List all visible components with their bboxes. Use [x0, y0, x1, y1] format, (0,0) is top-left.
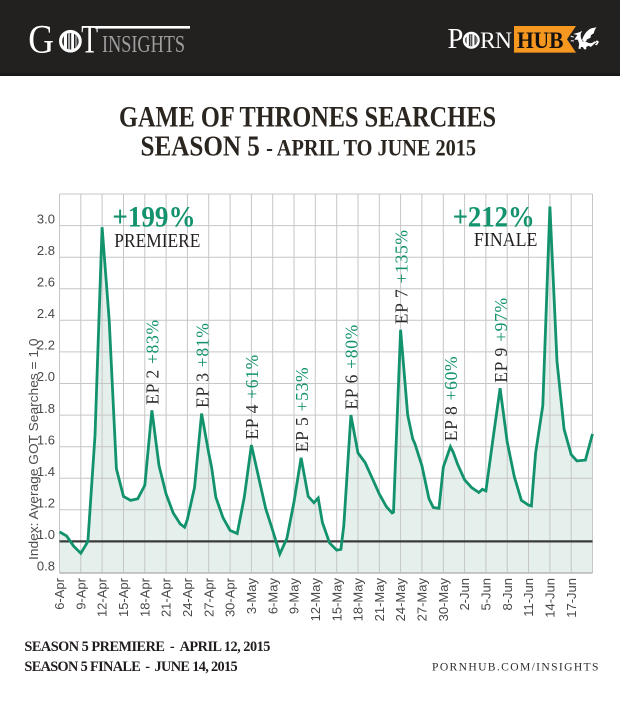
svg-text:15-Apr: 15-Apr [116, 577, 131, 617]
svg-text:5-Jun: 5-Jun [479, 578, 494, 611]
svg-text:PORNHUB.COM/INSIGHTS: PORNHUB.COM/INSIGHTS [432, 661, 600, 674]
svg-text:EP 8 +60%: EP 8 +60% [441, 356, 461, 442]
svg-text:1.0: 1.0 [37, 527, 55, 542]
svg-text:0.8: 0.8 [37, 559, 55, 574]
svg-text:EP 7 +135%: EP 7 +135% [391, 229, 411, 324]
svg-text:2.2: 2.2 [37, 338, 55, 353]
svg-text:P: P [448, 24, 464, 55]
svg-text:27-May: 27-May [415, 578, 430, 622]
svg-text:PREMIERE: PREMIERE [114, 231, 200, 252]
svg-text:EP 9 +97%: EP 9 +97% [491, 297, 511, 383]
svg-text:3.0: 3.0 [37, 211, 55, 226]
svg-text:1.8: 1.8 [37, 401, 55, 416]
svg-text:6-May: 6-May [265, 578, 280, 615]
svg-text:R: R [480, 28, 496, 54]
svg-text:14-Jun: 14-Jun [543, 578, 558, 618]
svg-text:+199%: +199% [112, 202, 195, 234]
svg-text:EP 4 +61%: EP 4 +61% [242, 354, 262, 440]
svg-text:1.6: 1.6 [37, 432, 55, 447]
svg-text:30-May: 30-May [436, 578, 451, 622]
svg-text:2.6: 2.6 [37, 274, 55, 289]
svg-text:EP 3 +81%: EP 3 +81% [192, 322, 212, 408]
svg-text:6-Apr: 6-Apr [52, 577, 67, 609]
svg-text:SEASON 5 - APRIL TO JUNE 2015: SEASON 5 - APRIL TO JUNE 2015 [141, 132, 477, 163]
svg-text:2-Jun: 2-Jun [457, 578, 472, 611]
svg-text:2.0: 2.0 [37, 369, 55, 384]
svg-text:2.4: 2.4 [37, 306, 55, 321]
svg-text:12-Apr: 12-Apr [95, 577, 110, 617]
svg-text:9-Apr: 9-Apr [73, 577, 88, 609]
svg-text:24-May: 24-May [393, 578, 408, 622]
svg-text:FINALE: FINALE [474, 230, 538, 251]
svg-text:18-Apr: 18-Apr [137, 577, 152, 617]
svg-text:18-May: 18-May [351, 578, 366, 622]
svg-text:1.4: 1.4 [37, 464, 55, 479]
svg-text:24-Apr: 24-Apr [180, 577, 195, 617]
svg-text:1.2: 1.2 [37, 496, 55, 511]
svg-text:9-May: 9-May [287, 578, 302, 615]
svg-text:EP 5 +53%: EP 5 +53% [292, 367, 312, 453]
svg-text:17-Jun: 17-Jun [564, 578, 579, 618]
svg-text:G: G [28, 18, 54, 63]
svg-text:INSIGHTS: INSIGHTS [102, 31, 185, 58]
svg-text:21-May: 21-May [372, 578, 387, 622]
svg-text:EP 2 +83%: EP 2 +83% [143, 319, 163, 405]
svg-text:SEASON 5 PREMIERE - APRIL 12: SEASON 5 PREMIERE - APRIL 12, 2015 [24, 639, 270, 655]
svg-text:Index: Average GOT Searches =: Index: Average GOT Searches = 1.0 [26, 339, 41, 561]
svg-text:2.8: 2.8 [37, 243, 55, 258]
svg-text:+212%: +212% [453, 202, 535, 234]
svg-text:N: N [495, 28, 512, 54]
svg-text:12-May: 12-May [308, 578, 323, 622]
svg-text:27-Apr: 27-Apr [201, 577, 216, 617]
svg-text:21-Apr: 21-Apr [159, 577, 174, 617]
svg-text:HUB: HUB [517, 28, 564, 54]
svg-text:3-May: 3-May [244, 578, 259, 615]
svg-text:GAME OF THRONES SEARCHES: GAME OF THRONES SEARCHES [119, 102, 496, 134]
svg-text:30-Apr: 30-Apr [223, 577, 238, 617]
svg-text:SEASON 5 FINALE - JUNE 14, 2: SEASON 5 FINALE - JUNE 14, 2015 [24, 659, 237, 675]
svg-text:8-Jun: 8-Jun [500, 578, 515, 611]
svg-text:15-May: 15-May [329, 578, 344, 622]
svg-text:T: T [81, 18, 98, 62]
svg-text:11-Jun: 11-Jun [521, 578, 536, 617]
svg-text:EP 6 +80%: EP 6 +80% [342, 324, 362, 410]
